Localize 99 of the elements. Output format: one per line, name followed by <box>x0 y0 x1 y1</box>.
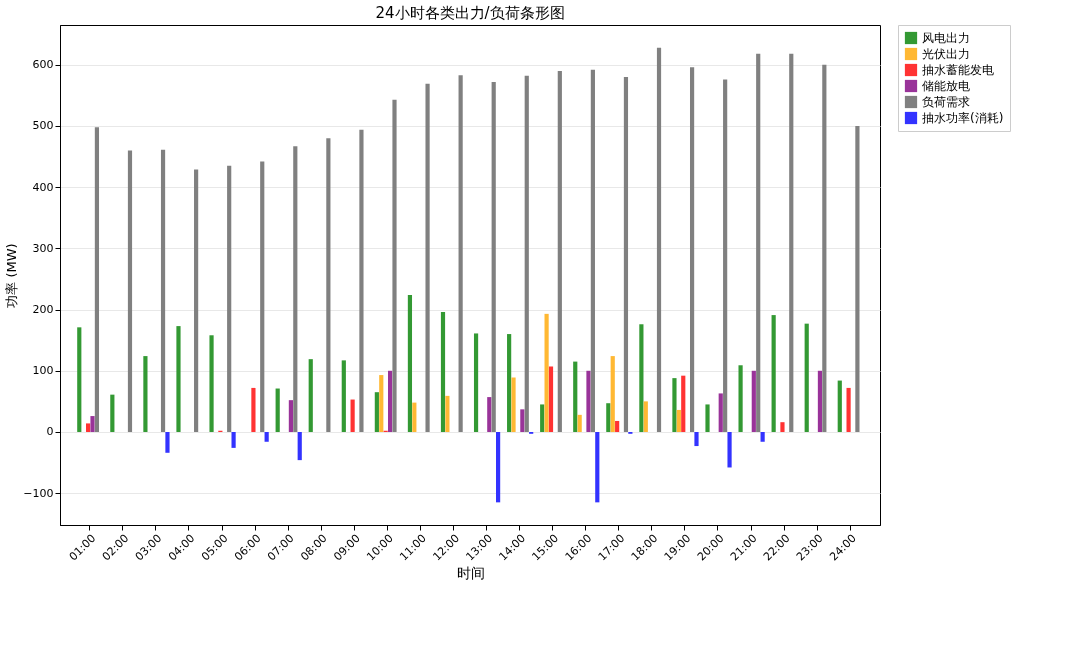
bar <box>507 334 512 432</box>
bar <box>606 403 611 432</box>
legend-label: 光伏出力 <box>922 47 970 61</box>
y-tick-label: 600 <box>32 58 54 72</box>
bar <box>544 313 549 432</box>
bar <box>110 394 115 432</box>
bar <box>90 416 95 432</box>
bar <box>359 129 364 432</box>
x-axis-title: 时间 <box>456 564 485 581</box>
bar <box>689 67 695 432</box>
bar <box>590 69 595 432</box>
bar <box>297 431 302 461</box>
bar <box>804 323 809 432</box>
bar <box>694 431 699 447</box>
bar <box>780 422 785 432</box>
bar <box>407 294 413 432</box>
bar <box>738 365 743 432</box>
bar <box>94 127 100 432</box>
y-tick-label: −100 <box>23 486 54 500</box>
y-tick-label: 200 <box>32 303 54 317</box>
bar <box>520 409 525 432</box>
bar <box>350 399 355 432</box>
y-tick-label: 100 <box>32 364 54 378</box>
bar <box>275 388 280 432</box>
y-tick-label: 400 <box>32 180 54 194</box>
bar <box>751 370 756 432</box>
bar <box>771 315 776 432</box>
bar <box>194 169 199 432</box>
bar <box>458 75 463 432</box>
y-axis-title: 功率 (MW) <box>4 243 20 308</box>
bar <box>610 356 615 432</box>
bar <box>524 75 529 432</box>
bar <box>165 431 170 453</box>
bar <box>595 431 600 503</box>
bar <box>855 125 860 432</box>
bar <box>496 431 501 503</box>
bar <box>491 81 496 432</box>
legend-label: 风电出力 <box>922 31 970 45</box>
y-tick-label: 300 <box>32 241 54 255</box>
bar <box>127 150 133 432</box>
bar <box>160 149 166 432</box>
bar <box>573 361 578 432</box>
bar <box>718 393 723 432</box>
bar <box>727 431 732 468</box>
bar <box>577 414 582 432</box>
bar <box>227 165 232 432</box>
chart-title: 24小时各类出力/负荷条形图 <box>375 3 565 22</box>
bar <box>817 370 823 432</box>
bar <box>379 375 384 432</box>
bar <box>623 77 629 432</box>
bar <box>643 401 648 432</box>
bar <box>557 70 562 432</box>
bar <box>392 99 397 432</box>
bar <box>676 409 681 432</box>
bar <box>656 47 662 432</box>
bar <box>723 79 728 432</box>
bar <box>264 431 269 442</box>
bar <box>615 420 620 432</box>
bar <box>445 395 450 432</box>
y-tick-label: 0 <box>46 425 54 439</box>
bar <box>209 335 214 432</box>
legend-label: 负荷需求 <box>922 95 970 109</box>
bar <box>548 366 554 432</box>
bar <box>586 370 591 432</box>
bar <box>540 404 545 432</box>
bar <box>341 360 346 432</box>
bar <box>846 387 851 432</box>
bar <box>251 387 256 432</box>
bar <box>326 138 331 432</box>
bar <box>473 333 479 432</box>
bar <box>374 392 379 432</box>
bar <box>822 64 827 432</box>
bar <box>231 431 236 448</box>
bar <box>681 375 686 432</box>
bar <box>705 404 710 432</box>
legend-label: 储能放电 <box>922 79 970 93</box>
bar <box>293 146 298 432</box>
bar <box>760 431 765 442</box>
bar <box>288 400 293 432</box>
bar <box>176 326 181 432</box>
bar <box>789 53 794 432</box>
bar <box>440 312 446 432</box>
bar <box>308 359 313 432</box>
bar <box>837 380 842 432</box>
bar <box>388 370 393 432</box>
bar <box>425 83 430 432</box>
bar <box>672 378 677 432</box>
bar <box>412 402 417 432</box>
bar <box>77 327 82 432</box>
bar <box>511 377 516 432</box>
bar <box>639 324 644 432</box>
bar <box>143 356 148 432</box>
legend-label: 抽水蓄能发电 <box>922 63 994 77</box>
bar <box>487 397 492 432</box>
y-tick-label: 500 <box>32 119 54 133</box>
bar <box>260 161 265 432</box>
bar <box>756 53 761 432</box>
bar <box>86 423 91 432</box>
legend-label: 抽水功率(消耗) <box>922 111 1004 125</box>
